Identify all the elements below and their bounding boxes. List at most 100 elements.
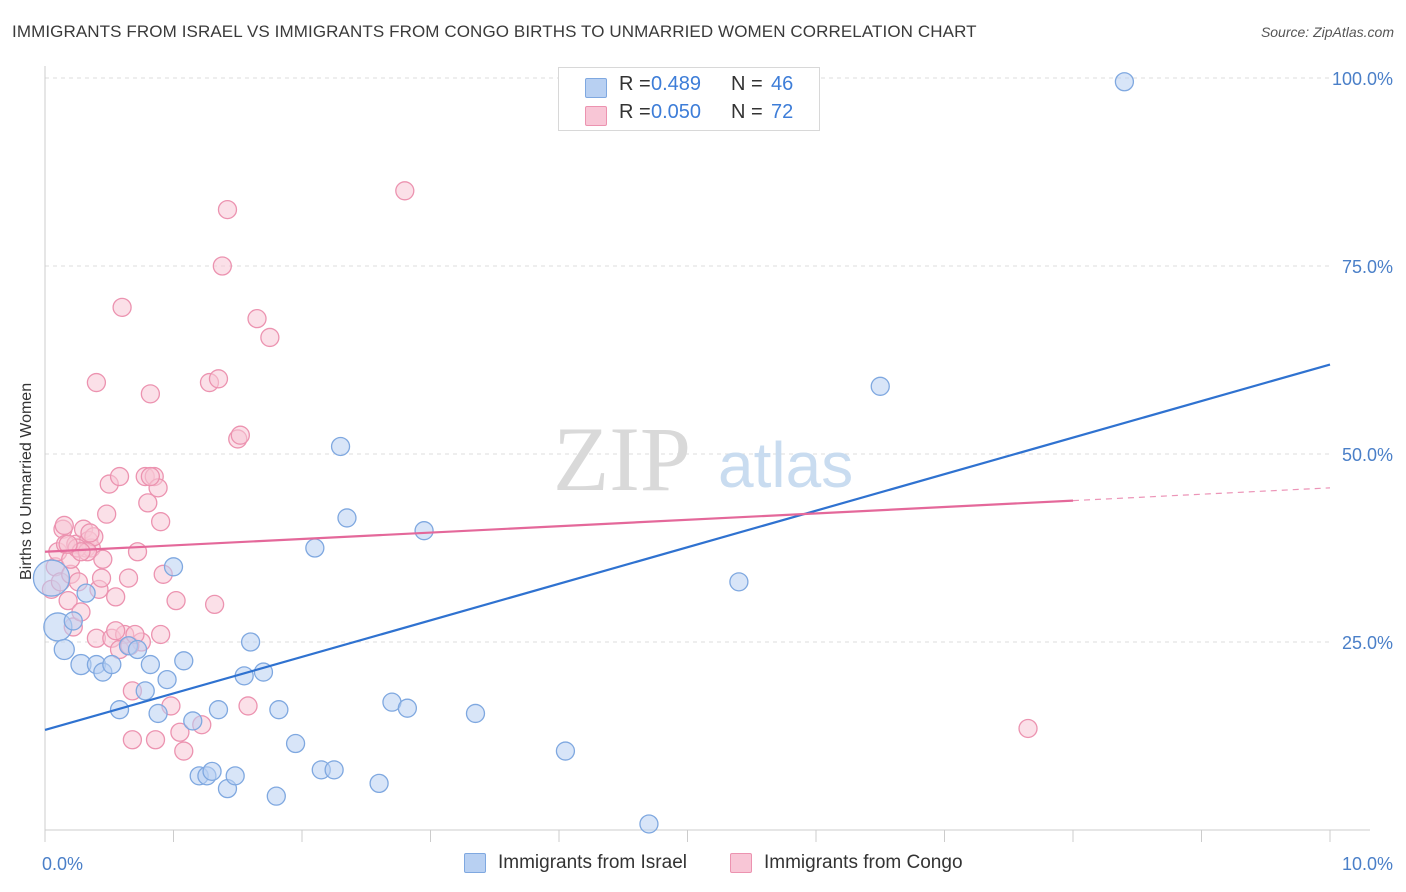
israel-point	[266, 786, 286, 806]
israel-point	[240, 632, 261, 652]
israel-point	[53, 638, 75, 661]
watermark-zip: ZIP	[553, 408, 691, 510]
congo-point	[230, 425, 250, 445]
congo-point	[174, 741, 194, 761]
israel-point	[225, 766, 245, 786]
israel-point	[870, 376, 890, 396]
israel-point	[174, 651, 194, 671]
congo-point	[127, 542, 148, 562]
congo-n-label: N =	[731, 101, 763, 123]
congo-point	[208, 369, 229, 389]
congo-point	[58, 534, 78, 554]
israel-point	[157, 669, 177, 690]
israel-points	[32, 72, 1135, 834]
congo-r-value: 0.050	[651, 101, 702, 123]
israel-point	[76, 583, 96, 603]
congo-point	[166, 590, 186, 611]
tick-labels: 25.0% 50.0% 75.0% 100.0% 0.0% 10.0%	[42, 69, 1393, 874]
congo-point	[145, 730, 166, 750]
x-tick-label: 0.0%	[42, 854, 83, 874]
source-label: Source: ZipAtlas.com	[1260, 24, 1394, 40]
congo-point	[170, 722, 190, 742]
israel-r-value: 0.489	[651, 73, 702, 95]
israel-point	[202, 761, 222, 781]
israel-n-label: N =	[731, 73, 763, 95]
legend-congo-swatch	[730, 853, 752, 873]
israel-point	[208, 700, 229, 720]
israel-point	[163, 557, 184, 577]
israel-point	[285, 733, 306, 754]
israel-point	[639, 814, 659, 834]
israel-point	[465, 703, 486, 724]
israel-swatch	[585, 78, 607, 98]
legend-congo-label: Immigrants from Congo	[764, 852, 963, 873]
israel-point	[135, 681, 155, 701]
congo-points	[41, 181, 1038, 761]
israel-trend-line	[44, 363, 1331, 732]
congo-point	[118, 568, 139, 588]
congo-point	[91, 568, 112, 588]
israel-point	[330, 436, 351, 457]
y-tick-label: 75.0%	[1342, 257, 1393, 277]
congo-point	[58, 590, 78, 611]
y-tick-label: 25.0%	[1342, 633, 1393, 653]
trend-lines	[44, 363, 1331, 732]
congo-point	[1018, 718, 1038, 739]
congo-n-value: 72	[771, 101, 794, 123]
congo-point	[247, 308, 267, 329]
congo-swatch	[585, 106, 607, 126]
grid-lines	[45, 77, 1330, 643]
congo-point	[122, 730, 143, 750]
congo-point	[140, 466, 161, 487]
congo-trend-extension	[1072, 487, 1331, 502]
congo-point	[138, 493, 158, 513]
congo-point	[150, 512, 171, 532]
israel-point	[324, 760, 344, 780]
congo-point	[238, 696, 258, 716]
israel-point	[729, 572, 749, 592]
israel-point	[369, 773, 389, 794]
congo-point	[97, 504, 117, 524]
y-tick-label: 50.0%	[1342, 445, 1393, 465]
congo-point	[217, 199, 238, 220]
legend-israel-swatch	[464, 853, 486, 873]
congo-point	[204, 594, 225, 615]
congo-point	[86, 372, 107, 393]
israel-point	[1114, 72, 1135, 92]
israel-point	[63, 611, 83, 631]
congo-point	[140, 384, 161, 404]
israel-point	[555, 741, 576, 761]
axes	[44, 66, 1370, 842]
israel-point	[32, 559, 71, 597]
israel-point	[148, 703, 168, 724]
israel-r-label: R =	[619, 73, 651, 95]
congo-point	[106, 621, 126, 641]
congo-r-label: R =	[619, 101, 651, 123]
x-tick-label: 10.0%	[1342, 854, 1393, 874]
chart-title: IMMIGRANTS FROM ISRAEL VS IMMIGRANTS FRO…	[12, 22, 977, 41]
congo-point	[54, 515, 74, 536]
stats-box: R = 0.489 N = 46 R = 0.050 N = 72	[558, 67, 820, 131]
israel-point	[397, 698, 418, 718]
congo-point	[80, 523, 100, 543]
legend-israel-label: Immigrants from Israel	[498, 852, 687, 873]
congo-point	[93, 549, 113, 569]
congo-point	[150, 624, 171, 645]
israel-point	[183, 711, 203, 731]
congo-point	[112, 297, 132, 318]
israel-point	[305, 538, 325, 558]
y-tick-label: 100.0%	[1332, 69, 1393, 89]
israel-point	[127, 639, 148, 660]
congo-trend-line	[44, 499, 1074, 553]
israel-point	[337, 508, 357, 528]
congo-point	[109, 466, 130, 487]
congo-point	[395, 181, 415, 201]
watermark-atlas: atlas	[718, 429, 853, 501]
congo-point	[260, 327, 280, 348]
congo-point	[106, 587, 126, 607]
israel-n-value: 46	[771, 73, 794, 95]
congo-point	[212, 256, 232, 276]
israel-point	[269, 700, 289, 720]
israel-point	[414, 521, 434, 541]
